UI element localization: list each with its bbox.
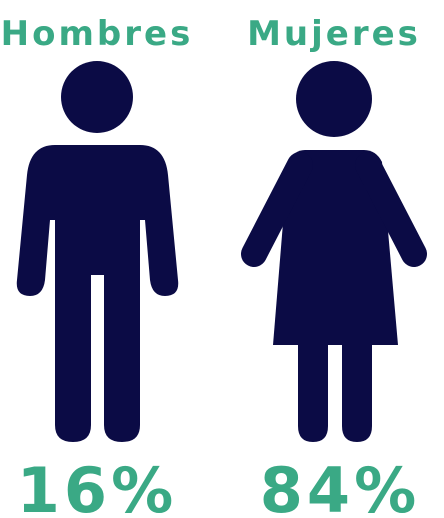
group-value: 16% [17, 454, 177, 518]
group-value: 84% [260, 454, 420, 518]
group-label: Hombres [1, 14, 194, 54]
group-label: Mujeres [247, 14, 421, 54]
man-icon [16, 61, 179, 442]
woman-icon [241, 61, 427, 442]
